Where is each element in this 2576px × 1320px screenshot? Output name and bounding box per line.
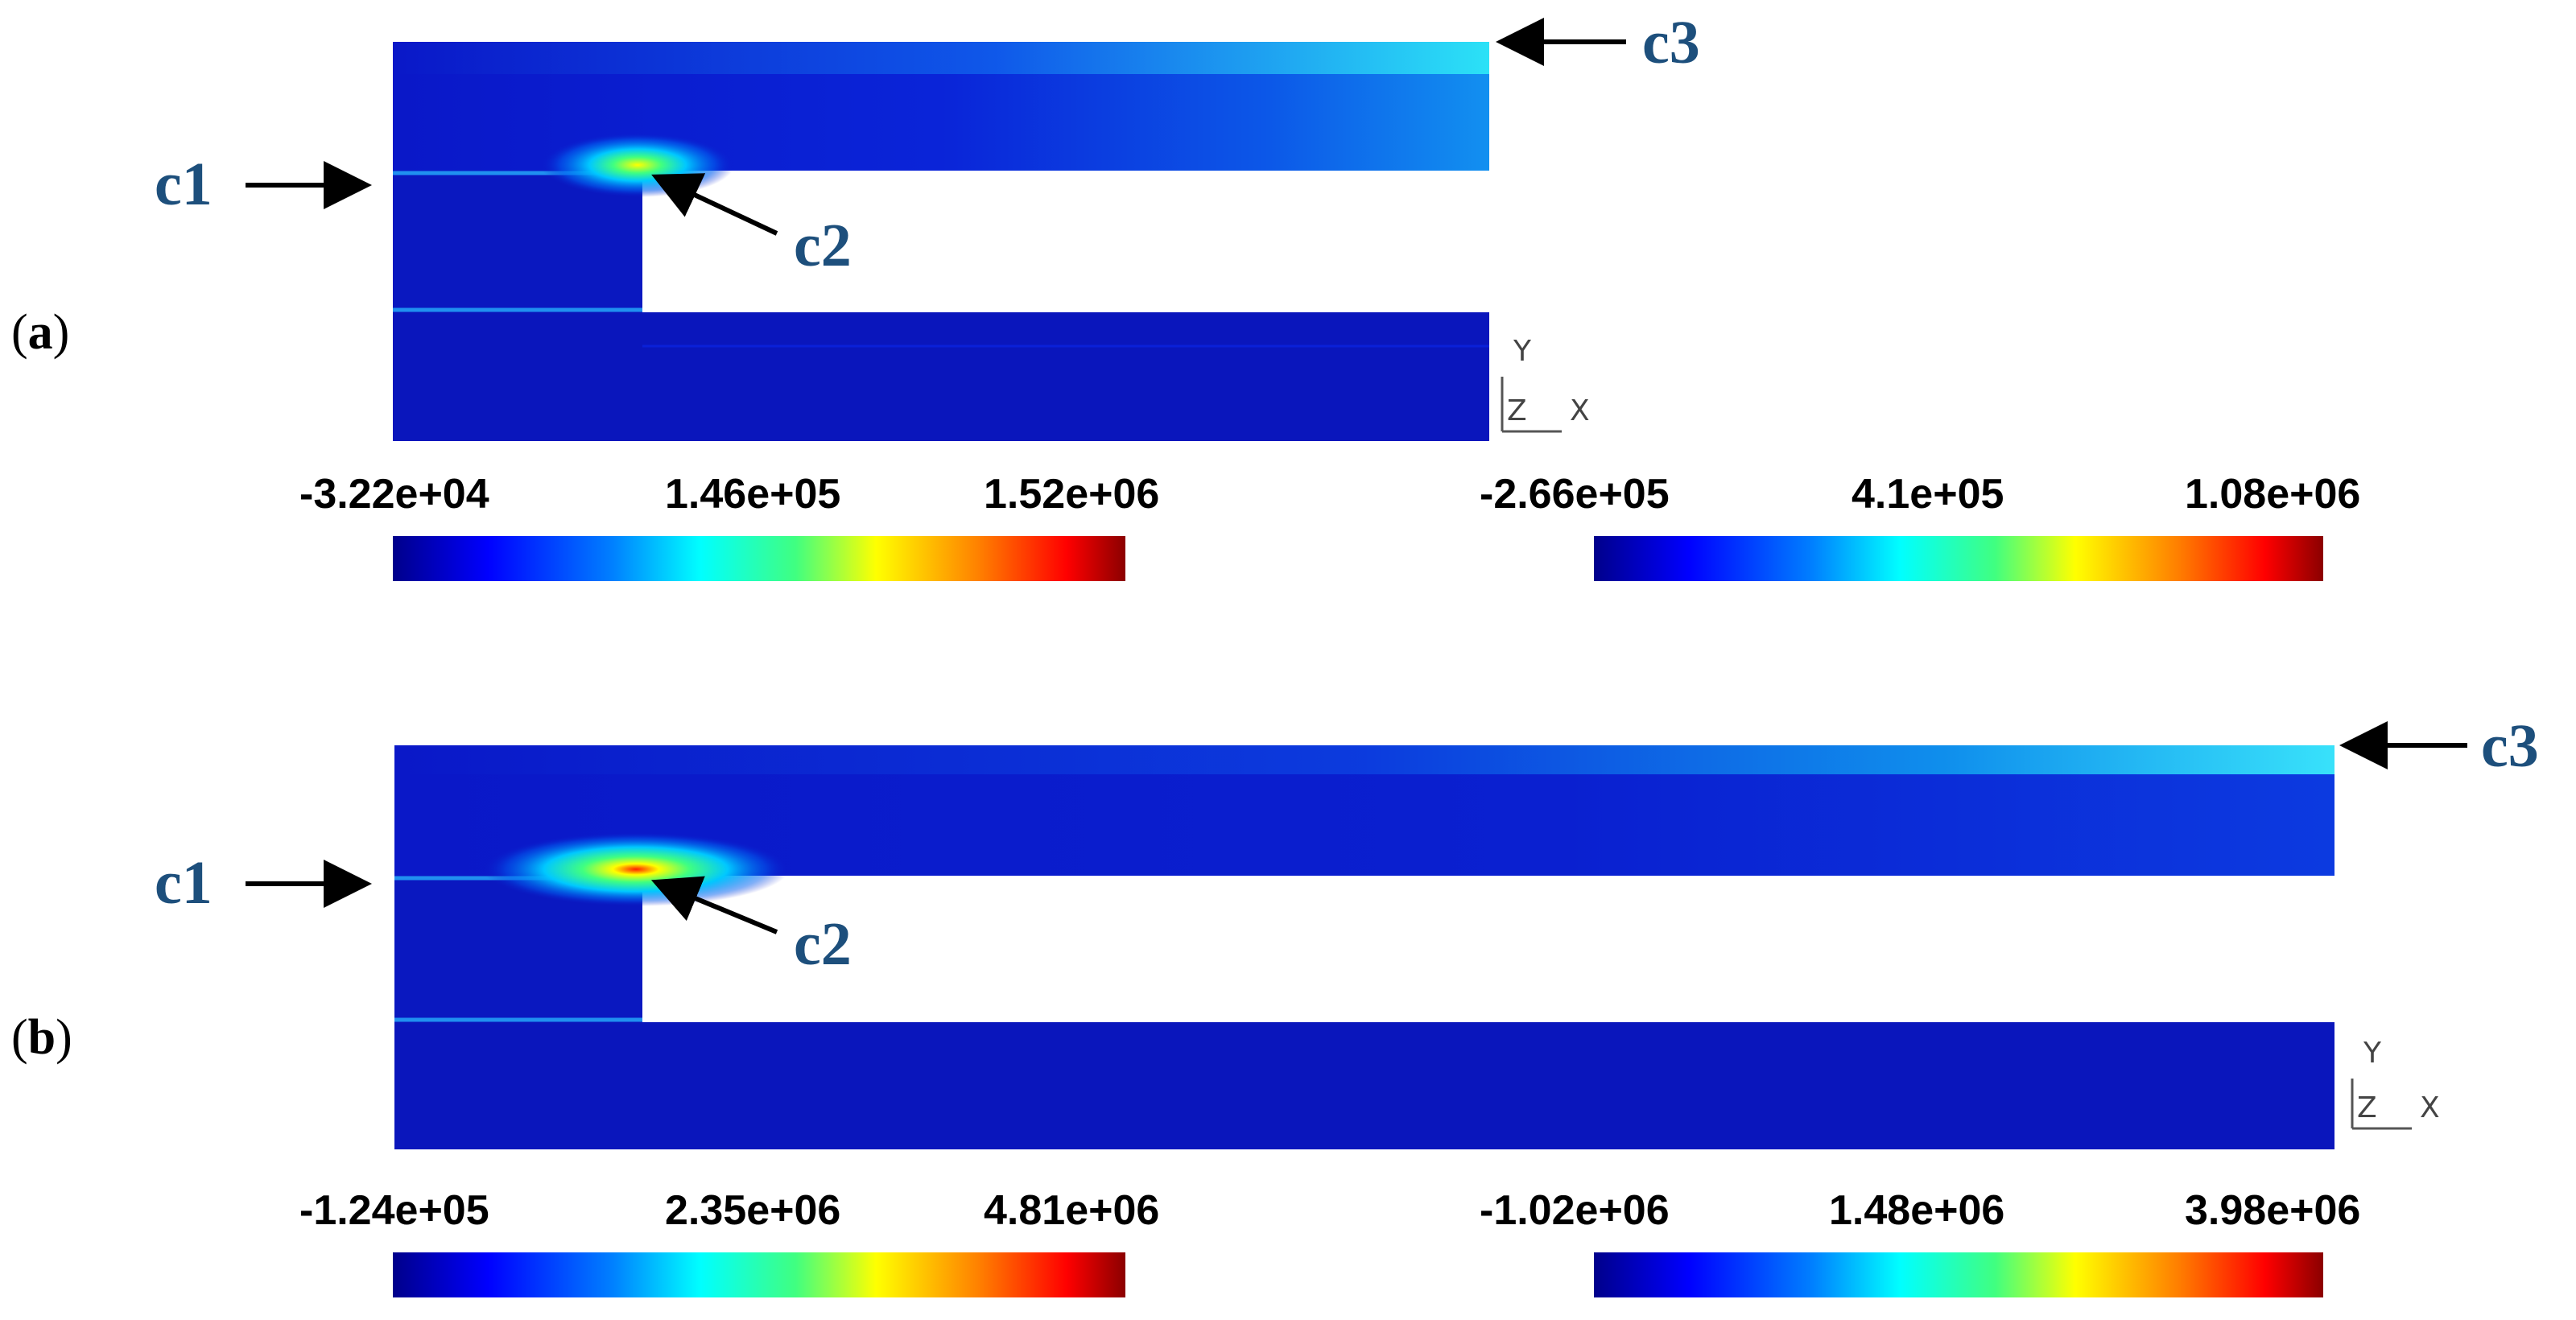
panel-a-top-edge	[393, 42, 1489, 74]
panel-a-c2-label: c2	[794, 212, 852, 279]
panel-a-colorbar-left	[393, 536, 1125, 581]
panel-b-hotspot	[483, 832, 789, 906]
panel-a-label: (a)	[11, 305, 70, 360]
panel-a-cb2-mid: 4.1e+05	[1852, 471, 2004, 518]
panel-b-cb2-mid: 1.48e+06	[1829, 1187, 2005, 1234]
panel-a-cb2-max: 1.08e+06	[2185, 471, 2361, 518]
panel-b-c2-label: c2	[794, 910, 852, 978]
panel-b-c1-label: c1	[155, 849, 213, 917]
panel-b-cb1-max: 4.81e+06	[984, 1187, 1160, 1234]
panel-b-cb1-mid: 2.35e+06	[665, 1187, 841, 1234]
panel-b-c3-label: c3	[2481, 712, 2539, 780]
panel-a-c3-label: c3	[1642, 9, 1700, 76]
panel-b-label: (b)	[11, 1010, 72, 1065]
panel-a-axis-x: X	[1570, 394, 1590, 427]
panel-b-axis-x: X	[2420, 1091, 2440, 1124]
panel-a-slot	[642, 171, 1489, 312]
panel-a-bottom-strip	[393, 312, 1489, 441]
panel-a-cb2-min: -2.66e+05	[1480, 471, 1670, 518]
panel-b-slot	[642, 876, 2334, 1022]
panel-b-top-edge	[394, 745, 2334, 774]
panel-b-colorbar-right	[1594, 1252, 2323, 1297]
panel-a-hotspot	[541, 133, 734, 197]
panel-a-colorbar-right	[1594, 536, 2323, 581]
panel-a-cb1-min: -3.22e+04	[299, 471, 489, 518]
panel-b-axis-y: Y	[2363, 1037, 2381, 1070]
panel-b-cb2-min: -1.02e+06	[1480, 1187, 1670, 1234]
panel-b-axis-triad	[2351, 1079, 2412, 1130]
panel-b-bottom-strip	[394, 1022, 2334, 1149]
panel-a-cb1-max: 1.52e+06	[984, 471, 1160, 518]
panel-a-c1-label: c1	[155, 151, 213, 218]
panel-b-colorbar-left	[393, 1252, 1125, 1297]
panel-b-axis-z: Z	[2357, 1091, 2377, 1124]
panel-b-cb2-max: 3.98e+06	[2185, 1187, 2361, 1234]
panel-b-cb1-min: -1.24e+05	[299, 1187, 489, 1234]
panel-a-c2-arrow	[651, 173, 778, 236]
panel-b-c2-arrow	[650, 876, 778, 934]
panel-a-axis-triad	[1501, 377, 1562, 433]
panel-b-contour	[394, 745, 2334, 1149]
panel-a-axis-z: Z	[1507, 394, 1527, 427]
panel-a-cb1-mid: 1.46e+05	[665, 471, 841, 518]
panel-a-contour	[393, 42, 1489, 441]
panel-a-axis-y: Y	[1513, 335, 1531, 368]
